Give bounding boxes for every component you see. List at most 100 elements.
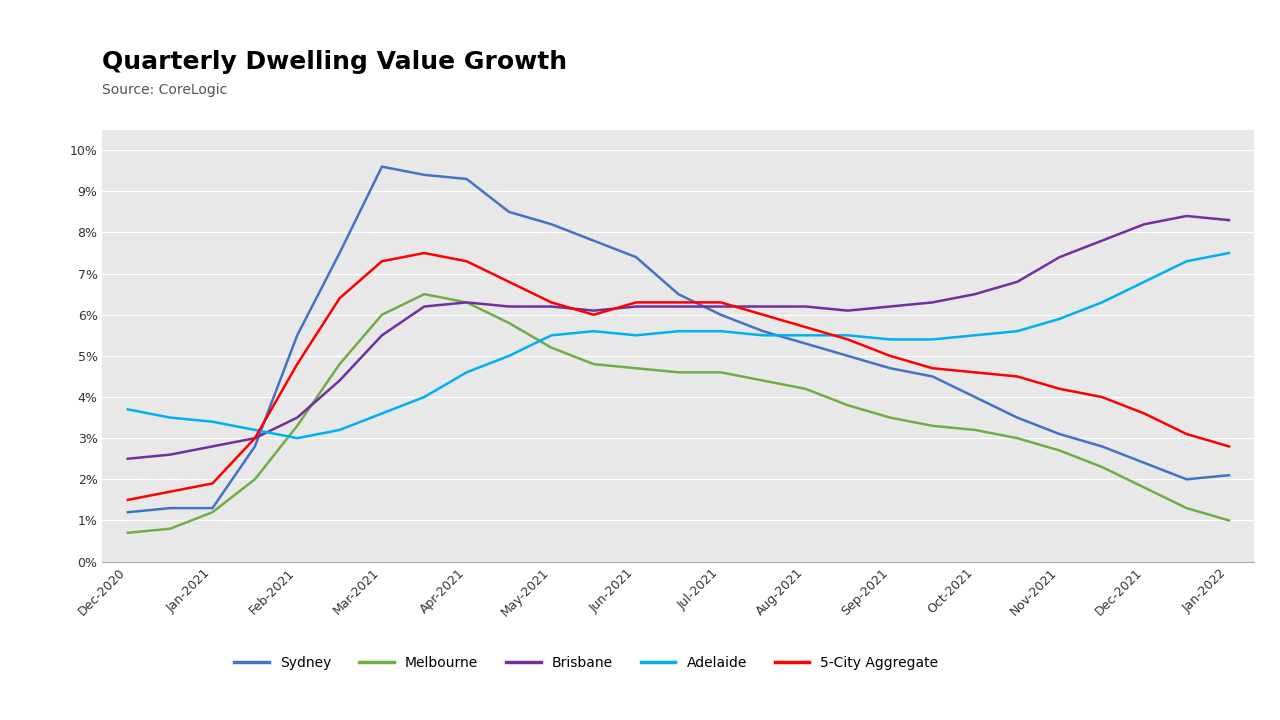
Brisbane: [416, 302, 431, 311]
Adelaide: [671, 327, 686, 336]
Melbourne: [289, 421, 305, 430]
Adelaide: [840, 331, 855, 340]
Brisbane: [713, 302, 728, 311]
Brisbane: [502, 302, 517, 311]
Melbourne: [968, 426, 983, 434]
Melbourne: [205, 508, 220, 516]
Sydney: [797, 339, 813, 348]
Sydney: [332, 248, 347, 257]
5-City Aggregate: [1221, 442, 1236, 451]
5-City Aggregate: [120, 495, 136, 504]
Text: Source: CoreLogic: Source: CoreLogic: [102, 83, 228, 96]
Sydney: [247, 442, 262, 451]
Brisbane: [1052, 253, 1068, 261]
Sydney: [1052, 430, 1068, 438]
Adelaide: [882, 335, 897, 343]
5-City Aggregate: [502, 277, 517, 286]
Adelaide: [797, 331, 813, 340]
5-City Aggregate: [797, 323, 813, 331]
Text: MACRO: MACRO: [1093, 68, 1185, 89]
Brisbane: [628, 302, 644, 311]
5-City Aggregate: [713, 298, 728, 307]
5-City Aggregate: [1010, 372, 1025, 381]
Sydney: [502, 207, 517, 216]
5-City Aggregate: [1052, 384, 1068, 393]
5-City Aggregate: [586, 310, 602, 319]
Sydney: [163, 504, 178, 513]
Adelaide: [416, 392, 431, 401]
Adelaide: [628, 331, 644, 340]
Sydney: [1221, 471, 1236, 480]
Brisbane: [755, 302, 771, 311]
Brisbane: [332, 377, 347, 385]
5-City Aggregate: [247, 434, 262, 443]
Melbourne: [1010, 434, 1025, 443]
Adelaide: [460, 368, 475, 377]
5-City Aggregate: [1137, 409, 1152, 418]
5-City Aggregate: [416, 248, 431, 257]
Brisbane: [374, 331, 389, 340]
Sydney: [544, 220, 559, 228]
Adelaide: [120, 405, 136, 414]
Melbourne: [163, 524, 178, 533]
Brisbane: [205, 442, 220, 451]
5-City Aggregate: [925, 364, 941, 372]
Text: Quarterly Dwelling Value Growth: Quarterly Dwelling Value Growth: [102, 50, 567, 74]
Brisbane: [968, 290, 983, 299]
5-City Aggregate: [755, 310, 771, 319]
Adelaide: [163, 413, 178, 422]
Line: 5-City Aggregate: 5-City Aggregate: [128, 253, 1229, 500]
Melbourne: [755, 377, 771, 385]
Melbourne: [1179, 504, 1194, 513]
Brisbane: [289, 413, 305, 422]
Adelaide: [968, 331, 983, 340]
Brisbane: [1221, 216, 1236, 225]
Melbourne: [925, 421, 941, 430]
Melbourne: [502, 319, 517, 328]
Adelaide: [332, 426, 347, 434]
Brisbane: [544, 302, 559, 311]
Sydney: [628, 253, 644, 261]
Brisbane: [1179, 212, 1194, 220]
Sydney: [460, 175, 475, 184]
Sydney: [925, 372, 941, 381]
Melbourne: [671, 368, 686, 377]
5-City Aggregate: [1179, 430, 1194, 438]
Adelaide: [544, 331, 559, 340]
Adelaide: [1179, 257, 1194, 266]
5-City Aggregate: [544, 298, 559, 307]
Sydney: [374, 162, 389, 171]
Melbourne: [416, 290, 431, 299]
Brisbane: [163, 450, 178, 459]
Sydney: [755, 327, 771, 336]
Melbourne: [713, 368, 728, 377]
Adelaide: [755, 331, 771, 340]
Adelaide: [1010, 327, 1025, 336]
Brisbane: [586, 306, 602, 315]
Line: Adelaide: Adelaide: [128, 253, 1229, 438]
5-City Aggregate: [163, 487, 178, 496]
5-City Aggregate: [1094, 392, 1110, 401]
Melbourne: [1052, 446, 1068, 455]
Brisbane: [671, 302, 686, 311]
Melbourne: [840, 401, 855, 410]
Melbourne: [1221, 516, 1236, 525]
Melbourne: [374, 310, 389, 319]
Adelaide: [925, 335, 941, 343]
Brisbane: [1094, 236, 1110, 245]
Sydney: [1010, 413, 1025, 422]
Sydney: [1137, 459, 1152, 467]
Adelaide: [586, 327, 602, 336]
Melbourne: [628, 364, 644, 372]
Melbourne: [797, 384, 813, 393]
Sydney: [1094, 442, 1110, 451]
Adelaide: [1094, 298, 1110, 307]
5-City Aggregate: [840, 335, 855, 343]
Adelaide: [374, 409, 389, 418]
Line: Melbourne: Melbourne: [128, 294, 1229, 533]
Brisbane: [120, 454, 136, 463]
Melbourne: [460, 298, 475, 307]
Line: Brisbane: Brisbane: [128, 216, 1229, 459]
Adelaide: [1137, 277, 1152, 286]
Melbourne: [120, 528, 136, 537]
